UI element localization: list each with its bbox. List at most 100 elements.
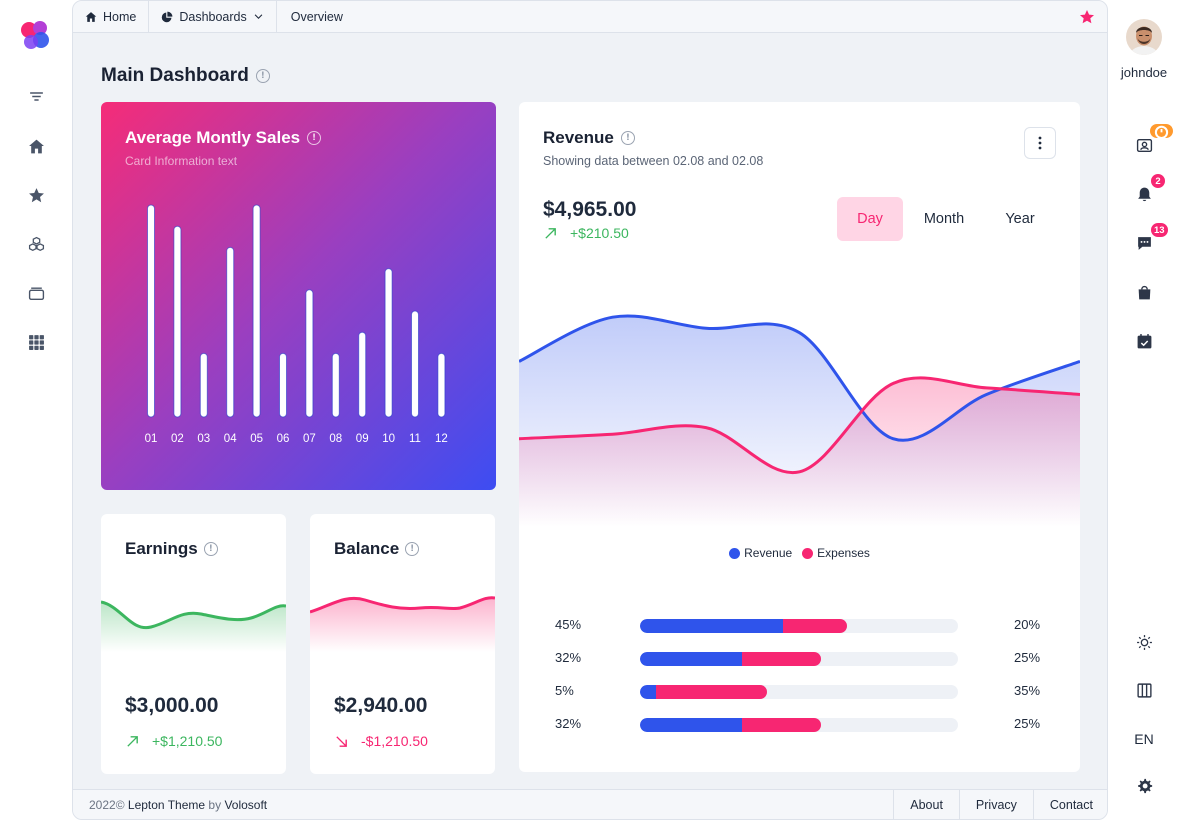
legend-item-expenses[interactable]: Expenses [802,546,870,560]
star-icon[interactable] [24,183,48,207]
more-options-button[interactable] [1024,127,1056,159]
progress-row: 32% 25% [519,648,1080,668]
calendar-check-icon[interactable] [1134,331,1154,351]
balance-value: $2,940.00 [334,694,428,717]
breadcrumb-overview-label: Overview [290,9,343,24]
progress-right-label: 25% [1014,650,1041,665]
sales-tick-label: 01 [145,433,158,445]
sales-bar-02[interactable] [173,225,182,418]
legend-label-expenses: Expenses [817,546,870,560]
contact-card-icon[interactable] [1134,122,1175,155]
sales-bar-06[interactable] [279,352,287,418]
notifications-badge: 2 [1149,172,1167,190]
footer-year: 2022© [89,798,125,812]
period-tab-year[interactable]: Year [1005,211,1035,227]
info-icon[interactable]: ! [307,131,322,145]
sales-bar-12[interactable] [437,352,446,418]
sales-bar-10[interactable] [384,268,393,418]
legend-label-revenue: Revenue [744,546,793,560]
progress-right-label: 20% [1014,617,1041,632]
sun-icon[interactable] [1134,632,1154,652]
sales-bar-11[interactable] [411,310,419,418]
area-fill-expenses [519,377,1080,527]
sales-tick-label: 05 [250,433,263,445]
filter-icon[interactable] [24,84,48,108]
period-tab-month[interactable]: Month [923,211,965,227]
sales-bar-07[interactable] [305,289,314,418]
progress-segment-expenses [741,652,822,666]
revenue-title-text: Revenue [543,128,614,147]
footer-copyright: 2022© Lepton Theme by Volosoft [89,798,267,812]
progress-right-label: 35% [1014,683,1041,698]
more-vertical-icon [1038,136,1042,150]
series-line-expenses[interactable] [519,376,1080,475]
revenue-card: Revenue ! Showing data between 02.08 and… [519,102,1080,772]
sales-tick-label: 08 [329,433,342,445]
progress-row: 32% 25% [519,714,1080,734]
avatar[interactable] [1126,19,1162,55]
info-icon[interactable]: ! [255,69,270,83]
columns-icon[interactable] [1134,680,1154,700]
period-tab-day[interactable]: Day [837,197,903,241]
sales-bar-08[interactable] [331,352,340,418]
sales-bar-04[interactable] [226,246,235,418]
layers-icon[interactable] [24,281,48,305]
page-title: Main Dashboard ! [101,65,270,87]
sales-card-subtitle: Card Information text [125,154,238,168]
info-icon[interactable]: ! [620,131,635,145]
footer-link-privacy[interactable]: Privacy [958,790,1033,819]
progress-row: 45% 20% [519,615,1080,635]
revenue-value: $4,965.00 [543,198,637,221]
sales-bar-09[interactable] [358,331,367,418]
revenue-subtitle: Showing data between 02.08 and 02.08 [543,154,764,168]
grid-icon[interactable] [24,330,48,354]
breadcrumb-overview[interactable]: Overview [277,1,355,32]
sales-bar-03[interactable] [199,352,208,418]
progress-bar [640,619,958,633]
breadcrumb-home[interactable]: Home [73,1,150,32]
sales-tick-label: 02 [171,433,184,445]
progress-segment-expenses [783,619,847,633]
sales-tick-label: 10 [382,433,395,445]
favorite-star-icon[interactable] [1079,9,1095,25]
earnings-title: Earnings ! [125,539,218,559]
breadcrumb-dashboards-label: Dashboards [179,9,247,24]
breadcrumb-dashboards[interactable]: Dashboards [149,1,277,32]
sales-tick-label: 12 [435,433,448,445]
progress-bar [640,718,958,732]
footer-link-about[interactable]: About [893,790,959,819]
balance-title-text: Balance [334,539,400,558]
progress-segment-expenses [655,685,768,699]
info-icon[interactable]: ! [203,542,218,556]
app-logo[interactable] [18,18,52,52]
progress-left-label: 32% [555,716,582,731]
bell-icon[interactable]: 2 [1134,172,1167,204]
progress-right-label: 25% [1014,716,1041,731]
footer-link-contact[interactable]: Contact [1032,790,1107,819]
language-selector[interactable]: EN [1134,731,1154,747]
sales-bar-05[interactable] [252,204,261,418]
series-line-revenue[interactable] [519,314,1080,442]
revenue-title: Revenue ! [543,128,635,148]
info-icon[interactable]: ! [405,542,420,556]
cubes-icon[interactable] [24,232,48,256]
sales-bar-01[interactable] [147,204,155,418]
balance-title: Balance ! [334,539,420,559]
username[interactable]: johndoe [1120,65,1168,80]
home-icon [85,11,97,22]
progress-left-label: 32% [555,650,582,665]
home-icon[interactable] [24,134,48,158]
gear-icon[interactable] [1134,776,1154,796]
timer-badge-icon [1148,122,1175,140]
earnings-value: $3,000.00 [125,694,219,717]
progress-segment-revenue [640,718,742,732]
shopping-bag-icon[interactable] [1134,282,1154,302]
sales-card-title-text: Average Montly Sales [125,128,301,147]
legend-dot-expenses [802,547,814,559]
right-sidebar: johndoe 2 13 EN [1108,0,1180,820]
chat-icon[interactable]: 13 [1134,221,1170,253]
sales-bar-chart: 01 02 03 04 05 06 07 08 09 10 11 12 [145,204,448,445]
balance-change-text: -$1,210.50 [361,733,428,749]
arrow-up-right-icon [127,735,138,747]
legend-item-revenue[interactable]: Revenue [729,546,792,560]
